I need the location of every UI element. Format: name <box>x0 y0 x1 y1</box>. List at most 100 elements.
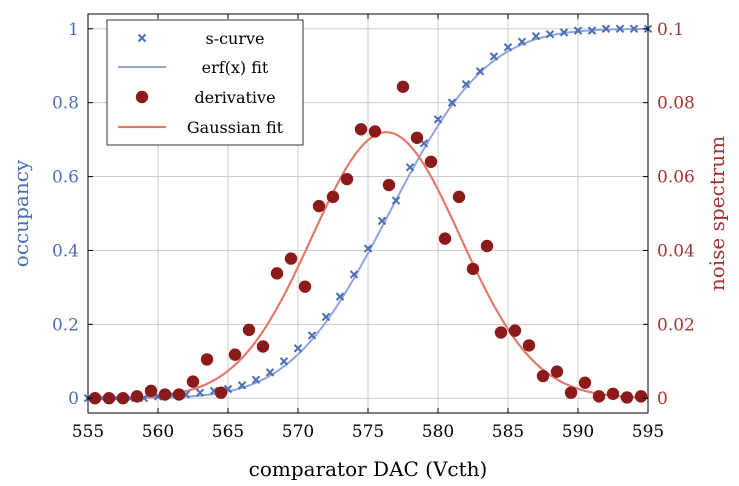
derivative-point <box>634 390 648 403</box>
legend-symbol-derivative <box>135 90 149 104</box>
derivative-point <box>158 388 172 401</box>
x-tick-label: 595 <box>632 422 664 442</box>
left-y-tick-label: 0.2 <box>52 315 79 335</box>
derivative-point <box>494 326 508 339</box>
derivative-point <box>340 172 354 186</box>
x-tick-label: 585 <box>492 422 524 442</box>
x-tick-label: 590 <box>562 422 594 442</box>
left-y-tick-label: 0.6 <box>52 168 79 188</box>
derivative-point <box>186 375 200 388</box>
derivative-point <box>368 125 382 138</box>
derivative-point <box>578 376 592 389</box>
derivative-point <box>410 131 424 144</box>
derivative-point <box>326 190 340 204</box>
s-curve-point-stroke <box>531 31 541 41</box>
derivative-point <box>550 365 564 378</box>
derivative-point <box>508 324 522 337</box>
s-curve-point-stroke <box>405 163 415 172</box>
s-curve-point <box>321 312 331 322</box>
s-curve-point <box>307 331 317 340</box>
derivative-point <box>200 353 214 366</box>
derivative-point <box>522 339 536 352</box>
s-curve-point <box>279 357 289 366</box>
s-curve-point-stroke <box>363 244 373 253</box>
s-curve-point <box>293 344 303 353</box>
derivative-point <box>480 239 494 253</box>
s-curve-point <box>531 31 541 41</box>
s-curve-point-stroke <box>293 344 303 353</box>
s-curve-point-stroke <box>559 28 569 37</box>
s-curve-point-stroke <box>419 139 429 148</box>
left-y-tick-label: 1 <box>68 20 79 40</box>
derivative-point <box>606 387 620 400</box>
right-y-tick-label: 0.08 <box>657 94 695 114</box>
tick-labels: 555 560 565 570 575 580 585 590 595 0 0.2 0.4 0.6 0.8… <box>52 20 695 442</box>
right-y-tick-label: 0.02 <box>657 315 695 335</box>
x-axis-label: comparator DAC (Vcth) <box>249 457 488 481</box>
s-curve-point <box>363 244 373 253</box>
s-curve-point <box>251 375 261 384</box>
derivative-point <box>284 252 298 265</box>
s-curve-point <box>601 24 611 33</box>
s-curve-point <box>391 196 401 205</box>
s-curve-point-stroke <box>377 216 387 226</box>
s-curve-point-stroke <box>237 381 247 390</box>
derivative-point <box>466 262 480 276</box>
s-curve-point-stroke <box>335 292 345 301</box>
right-y-tick-label: 0.06 <box>657 168 695 188</box>
x-tick-label: 565 <box>212 422 244 442</box>
legend-label: erf(x) fit <box>202 58 269 77</box>
derivative-point <box>256 340 270 353</box>
s-curve-point-stroke <box>503 43 513 52</box>
left-y-tick-label: 0 <box>68 389 79 409</box>
x-tick-label: 570 <box>282 422 314 442</box>
s-curve-point <box>265 368 275 377</box>
legend-s-curve-stroke <box>137 33 147 43</box>
derivative-point <box>242 323 256 337</box>
x-tick-label: 580 <box>422 422 454 442</box>
derivative-point <box>452 190 466 204</box>
s-curve-point-stroke <box>489 52 499 61</box>
derivative-point <box>214 386 228 399</box>
derivative-point <box>564 386 578 399</box>
legend-symbol-s-curve <box>137 33 147 43</box>
s-curve-point-stroke <box>475 67 485 76</box>
x-tick-label: 555 <box>72 422 104 442</box>
s-curve-point <box>433 115 443 124</box>
legend-label: derivative <box>194 88 275 107</box>
s-curve-point-stroke <box>447 98 457 107</box>
derivative-point <box>536 369 550 383</box>
derivative-point <box>298 280 312 293</box>
axis-ticks <box>87 14 649 413</box>
s-curve-point-stroke <box>601 24 611 33</box>
derivative-point <box>382 178 396 192</box>
left-y-tick-label: 0.8 <box>52 94 79 114</box>
s-curve-point <box>349 270 359 279</box>
s-curve-point <box>587 26 597 35</box>
s-curve-point-stroke <box>251 375 261 384</box>
legend-label: s-curve <box>205 29 264 48</box>
derivative-point <box>88 392 102 405</box>
s-curve-point-stroke <box>279 357 289 366</box>
s-curve-point <box>377 216 387 226</box>
s-curve-point-stroke <box>209 386 219 396</box>
s-curve-point <box>489 52 499 61</box>
s-curve-point-stroke <box>307 331 317 340</box>
s-curve-point-stroke <box>195 388 205 397</box>
s-curve-point <box>573 26 583 35</box>
derivative-point <box>102 392 116 405</box>
s-curve-point-stroke <box>517 37 527 46</box>
s-curve-point <box>335 292 345 301</box>
x-tick-label: 575 <box>352 422 384 442</box>
s-curve-point-stroke <box>573 26 583 35</box>
s-curve-point <box>447 98 457 107</box>
s-curve-point <box>475 67 485 76</box>
right-y-tick-label: 0 <box>657 389 668 409</box>
s-curve-point <box>237 381 247 390</box>
s-curve-point <box>629 24 639 33</box>
legend: s-curve erf(x) fit derivative Gaussian fit <box>106 19 304 146</box>
derivative-point <box>270 267 284 280</box>
s-curve-point-stroke <box>321 312 331 322</box>
left-y-axis-label: occupancy <box>9 159 33 267</box>
